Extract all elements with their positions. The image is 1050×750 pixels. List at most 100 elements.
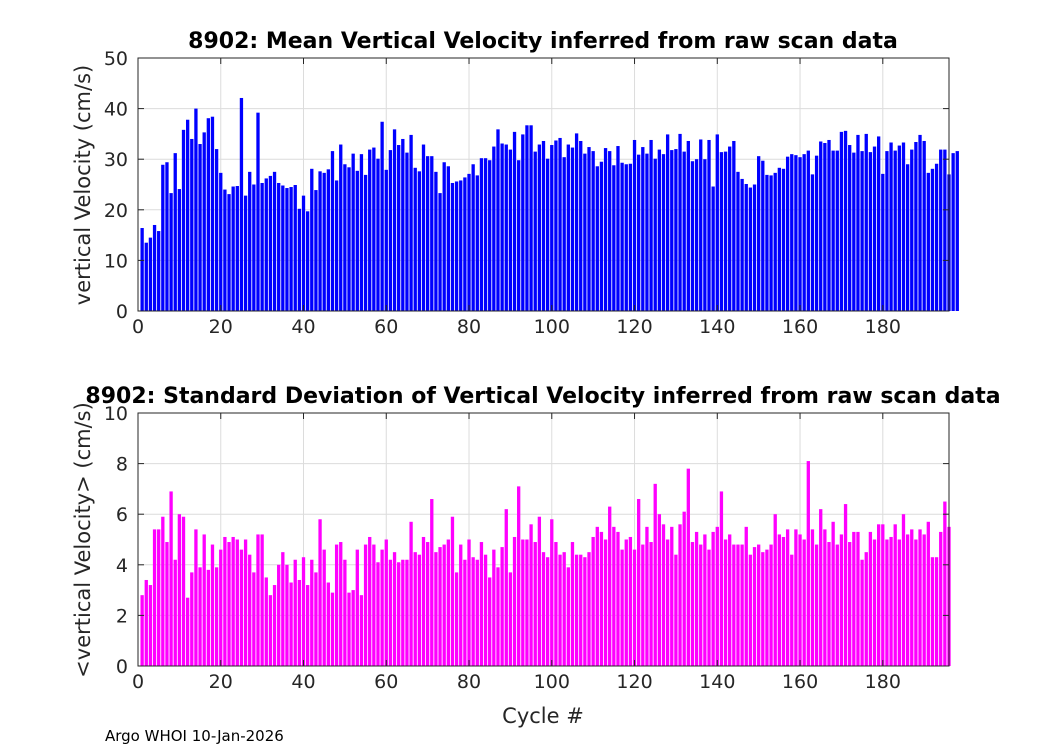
mean-bar-cycle-187: [910, 149, 914, 311]
mean-bar-cycle-174: [856, 134, 860, 311]
mean-bar-cycle-3: [148, 237, 153, 311]
stddev-bar-cycle-2: [144, 579, 148, 666]
mean-bar-cycle-34: [277, 182, 281, 311]
mean-bar-cycle-83: [479, 158, 484, 311]
stddev-bar-cycle-99: [545, 557, 550, 666]
mean-bar-cycle-101: [554, 140, 558, 311]
mean-bar-cycle-152: [765, 174, 769, 311]
stddev-bar-cycle-31: [264, 577, 268, 666]
stddev-bar-cycle-104: [566, 567, 570, 666]
mean-bar-cycle-169: [835, 150, 839, 311]
mean-chart-title: 8902: Mean Vertical Velocity inferred fr…: [188, 29, 898, 54]
stddev-bar-cycle-4: [152, 529, 157, 666]
stddev-bar-cycle-58: [376, 562, 380, 666]
stddev-bar-cycle-94: [525, 539, 529, 666]
stddev-chart-ticks: 0 20 40 60 80 100 120 140 160 180 0 2 4 6 8 10: [104, 403, 949, 693]
stddev-bar-cycle-175: [860, 559, 864, 666]
stddev-bar-cycle-187: [910, 529, 914, 666]
mean-bar-cycle-4: [152, 224, 157, 311]
mean-xtick-label-20: 20: [209, 316, 233, 338]
mean-xtick-label-40: 40: [291, 316, 315, 338]
stddev-bar-cycle-96: [533, 542, 537, 666]
stddev-bar-cycle-32: [268, 595, 273, 666]
mean-velocity-chart: 8902: Mean Vertical Velocity inferred fr…: [71, 29, 959, 338]
mean-xtick-label-120: 120: [616, 316, 652, 338]
mean-bar-cycle-138: [707, 139, 711, 311]
mean-bar-cycle-56: [368, 149, 372, 311]
stddev-bar-cycle-149: [752, 547, 757, 666]
mean-bar-cycle-172: [848, 145, 852, 311]
mean-bar-cycle-88: [500, 143, 504, 311]
mean-bar-cycle-157: [785, 156, 790, 311]
stddev-bar-cycle-117: [620, 549, 624, 666]
mean-bar-cycle-33: [272, 171, 277, 311]
mean-ytick-label-40: 40: [104, 99, 128, 121]
stddev-ytick-label-0: 0: [116, 656, 128, 678]
stddev-bar-cycle-135: [694, 531, 699, 666]
stddev-bar-cycle-33: [272, 585, 277, 666]
stddev-bar-cycle-173: [852, 531, 856, 666]
mean-bar-cycle-35: [281, 185, 285, 311]
mean-bar-cycle-50: [343, 164, 347, 311]
mean-bar-cycle-74: [442, 162, 446, 311]
stddev-bar-cycle-115: [612, 526, 616, 666]
mean-bar-cycle-111: [595, 166, 599, 311]
stddev-bar-cycle-98: [541, 552, 546, 666]
stddev-bar-cycle-189: [918, 529, 922, 666]
stddev-velocity-chart: 8902: Standard Deviation of Vertical Vel…: [71, 384, 1001, 728]
mean-bar-cycle-184: [897, 145, 901, 311]
mean-bar-cycle-21: [223, 189, 227, 311]
stddev-bar-cycle-112: [599, 531, 604, 666]
mean-bar-cycle-72: [434, 171, 438, 311]
stddev-bar-cycle-22: [227, 542, 231, 666]
stddev-bar-cycle-191: [926, 521, 930, 666]
mean-bar-cycle-166: [823, 143, 827, 311]
stddev-bar-cycle-186: [905, 534, 910, 666]
mean-chart-axes-frame: [137, 57, 950, 312]
mean-bar-cycle-78: [459, 180, 463, 311]
stddev-bar-cycle-64: [401, 559, 405, 666]
stddev-bar-cycle-132: [682, 511, 686, 666]
mean-bar-cycle-28: [252, 184, 256, 311]
mean-bar-cycle-94: [525, 125, 529, 311]
stddev-bar-cycle-43: [314, 572, 318, 666]
stddev-bar-cycle-14: [194, 529, 198, 666]
mean-bar-cycle-7: [165, 162, 169, 311]
mean-bar-cycle-25: [239, 97, 244, 311]
mean-bar-cycle-87: [496, 129, 500, 311]
stddev-bar-cycle-10: [177, 514, 182, 666]
mean-xtick-label-140: 140: [699, 316, 735, 338]
mean-bar-cycle-93: [521, 134, 525, 311]
mean-bar-cycle-90: [508, 149, 513, 311]
mean-bar-cycle-105: [570, 147, 575, 311]
stddev-bar-cycle-152: [765, 549, 769, 666]
mean-bar-cycle-134: [690, 161, 695, 311]
stddev-bar-cycle-79: [463, 559, 467, 666]
mean-bar-cycle-8: [169, 193, 173, 311]
mean-bar-cycle-130: [674, 149, 678, 311]
stddev-bar-cycle-176: [864, 552, 868, 666]
mean-bar-cycle-59: [380, 121, 384, 311]
stddev-bar-cycle-147: [744, 526, 748, 666]
stddev-bar-cycle-34: [277, 564, 281, 666]
mean-xtick-label-80: 80: [457, 316, 481, 338]
stddev-xtick-label-80: 80: [457, 671, 481, 693]
mean-bar-cycle-125: [653, 158, 657, 311]
mean-bar-cycle-124: [649, 139, 653, 311]
mean-bar-cycle-192: [930, 168, 935, 311]
mean-bar-cycle-119: [628, 163, 633, 311]
mean-bar-cycle-173: [852, 152, 856, 311]
mean-bar-cycle-97: [537, 144, 542, 311]
mean-bar-cycle-30: [260, 182, 264, 311]
mean-bar-cycle-160: [798, 157, 802, 311]
mean-bar-cycle-31: [264, 178, 268, 311]
mean-bar-cycle-22: [227, 194, 231, 311]
mean-bar-cycle-185: [901, 142, 906, 311]
stddev-bar-cycle-182: [889, 536, 893, 666]
mean-bar-cycle-52: [351, 153, 355, 311]
stddev-bar-cycle-192: [930, 557, 935, 666]
mean-bar-cycle-139: [711, 186, 715, 311]
mean-bar-cycle-135: [694, 159, 699, 311]
mean-bar-cycle-13: [190, 138, 194, 311]
stddev-bar-cycle-61: [388, 559, 393, 666]
